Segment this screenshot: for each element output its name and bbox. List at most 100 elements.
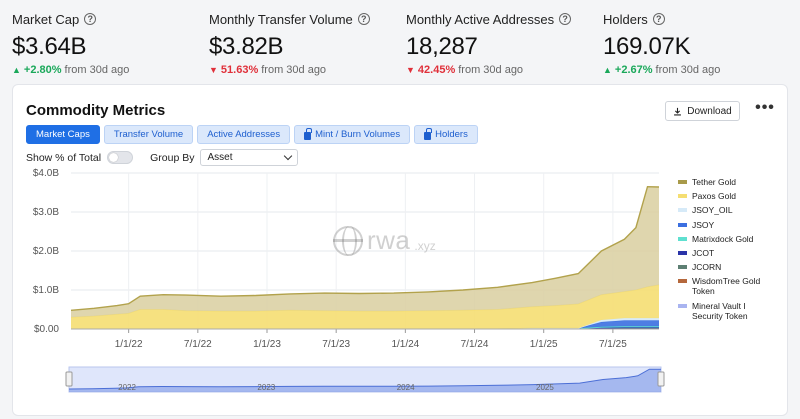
arrow-down-icon: ▼ (406, 65, 415, 75)
show-pct-toggle[interactable] (107, 151, 134, 164)
x-tick-label: 7/1/22 (184, 339, 212, 350)
navigator-year-label: 2024 (397, 383, 415, 392)
tab-label: Transfer Volume (113, 129, 184, 140)
navigator-year-label: 2023 (257, 383, 275, 392)
chart-legend: Tether Gold Paxos Gold JSOY_OIL JSOY Matrixd… (678, 177, 778, 325)
group-by-select[interactable]: Asset (200, 149, 299, 166)
stat-holders: Holders? 169.07K ▲ +2.67% from 30d ago (603, 10, 720, 77)
legend-item[interactable]: Tether Gold (678, 177, 778, 187)
stat-label: Market Cap (12, 11, 80, 27)
legend-item[interactable]: WisdomTree Gold Token (678, 276, 778, 296)
stat-change: ▲ +2.80% from 30d ago (12, 64, 129, 76)
navigator-year-label: 2022 (118, 383, 136, 392)
help-icon[interactable]: ? (652, 13, 665, 25)
legend-item[interactable]: JCOT (678, 248, 778, 258)
legend-item[interactable]: JSOY_OIL (678, 205, 778, 215)
navigator-handle[interactable] (657, 371, 665, 387)
stat-value: $3.82B (209, 33, 284, 60)
tab-label: Market Caps (36, 129, 90, 140)
y-tick-label: $0.00 (34, 324, 59, 335)
legend-swatch (678, 208, 687, 213)
legend-swatch (678, 194, 687, 199)
card-title: Commodity Metrics (26, 102, 166, 119)
legend-swatch (678, 265, 687, 270)
y-tick-label: $3.0B (33, 207, 59, 218)
arrow-up-icon: ▲ (603, 65, 612, 75)
watermark-text: rwa (367, 225, 411, 255)
globe-icon (333, 225, 363, 256)
legend-item[interactable]: JSOY (678, 220, 778, 230)
stat-change-pct: +2.80% (23, 64, 62, 76)
x-tick-label: 1/1/24 (391, 339, 419, 350)
more-options-icon[interactable]: ••• (755, 99, 775, 116)
stat-value: 169.07K (603, 33, 691, 60)
arrow-down-icon: ▼ (209, 65, 218, 75)
legend-swatch (678, 303, 687, 308)
legend-swatch (678, 279, 687, 284)
tab-label: Mint / Burn Volumes (315, 129, 401, 140)
legend-swatch (678, 222, 687, 227)
download-button[interactable]: Download (665, 101, 740, 121)
x-tick-label: 1/1/23 (253, 339, 281, 350)
navigator-line (68, 368, 662, 390)
show-pct-label: Show % of Total (26, 151, 102, 164)
legend-swatch (678, 250, 687, 255)
stat-change-suffix: from 30d ago (261, 64, 327, 76)
series-area-tether-gold-line (70, 185, 660, 311)
help-icon[interactable]: ? (84, 13, 97, 25)
legend-label: Matrixdock Gold (692, 233, 754, 244)
stat-change-pct: 51.63% (220, 64, 259, 76)
x-tick-label: 7/1/24 (461, 339, 489, 350)
arrow-up-icon: ▲ (12, 65, 21, 75)
chart-controls: Show % of Total Group By Asset (26, 149, 299, 166)
stat-change-pct: 42.45% (417, 64, 456, 76)
group-by-value: Asset (207, 152, 233, 163)
toggle-knob (109, 153, 119, 162)
market-cap-chart[interactable]: $0.00 $1.0B $2.0B $3.0B $4.0B 1/1/22 7/1/22 1/1… (13, 85, 789, 417)
stat-market-cap: Market Cap? $3.64B ▲ +2.80% from 30d ago (12, 10, 129, 77)
legend-item[interactable]: JCORN (678, 262, 778, 272)
stat-change: ▲ +2.67% from 30d ago (603, 64, 720, 76)
series-area-paxos-gold (71, 284, 659, 329)
stat-change-pct: +2.67% (614, 64, 653, 76)
stat-label: Monthly Active Addresses (406, 11, 555, 27)
stat-change: ▼ 51.63% from 30d ago (209, 64, 370, 76)
stat-change-suffix: from 30d ago (458, 64, 524, 76)
tab-market-caps[interactable]: Market Caps (26, 125, 100, 144)
navigator-year-label: 2025 (536, 383, 554, 392)
stat-change-suffix: from 30d ago (64, 64, 130, 76)
tab-label: Active Addresses (207, 129, 281, 140)
stat-value: $3.64B (12, 33, 87, 60)
x-tick-label: 1/1/22 (115, 339, 143, 350)
tab-label: Holders (435, 129, 468, 140)
group-by-label: Group By (150, 151, 195, 164)
stat-active-addresses: Monthly Active Addresses? 18,287 ▼ 42.45%… (406, 10, 572, 76)
legend-label: JSOY_OIL (692, 205, 733, 216)
tab-holders[interactable]: Holders (414, 125, 478, 144)
lock-icon (424, 128, 432, 140)
stat-label: Holders (603, 11, 648, 27)
stats-bar: Market Cap? $3.64B ▲ +2.80% from 30d ago M… (0, 0, 800, 84)
tab-transfer-volume[interactable]: Transfer Volume (103, 125, 194, 144)
stat-transfer-volume: Monthly Transfer Volume? $3.82B ▼ 51.63% f… (209, 10, 370, 76)
watermark-sub: .xyz (414, 238, 436, 253)
legend-item[interactable]: Matrixdock Gold (678, 234, 778, 244)
y-tick-label: $4.0B (33, 168, 59, 179)
stat-change: ▼ 42.45% from 30d ago (406, 64, 571, 76)
stat-label: Monthly Transfer Volume (209, 11, 353, 27)
stat-value: 18,287 (406, 33, 478, 60)
legend-label: Tether Gold (692, 177, 736, 187)
lock-icon (304, 128, 312, 140)
help-icon[interactable]: ? (559, 13, 572, 25)
legend-label: Mineral Vault I Security Token (692, 300, 748, 321)
help-icon[interactable]: ? (357, 13, 370, 25)
legend-item[interactable]: Paxos Gold (678, 191, 778, 201)
legend-item[interactable]: Mineral Vault I Security Token (678, 301, 778, 321)
metric-tabs: Market Caps Transfer Volume Active Addre… (26, 125, 478, 144)
commodity-metrics-card: Commodity Metrics Download ••• Market Ca… (12, 84, 788, 416)
navigator-area (69, 369, 661, 392)
x-tick-label: 7/1/23 (322, 339, 350, 350)
navigator-handle[interactable] (65, 371, 73, 387)
tab-mint-burn-volumes[interactable]: Mint / Burn Volumes (294, 125, 411, 144)
tab-active-addresses[interactable]: Active Addresses (197, 125, 291, 144)
